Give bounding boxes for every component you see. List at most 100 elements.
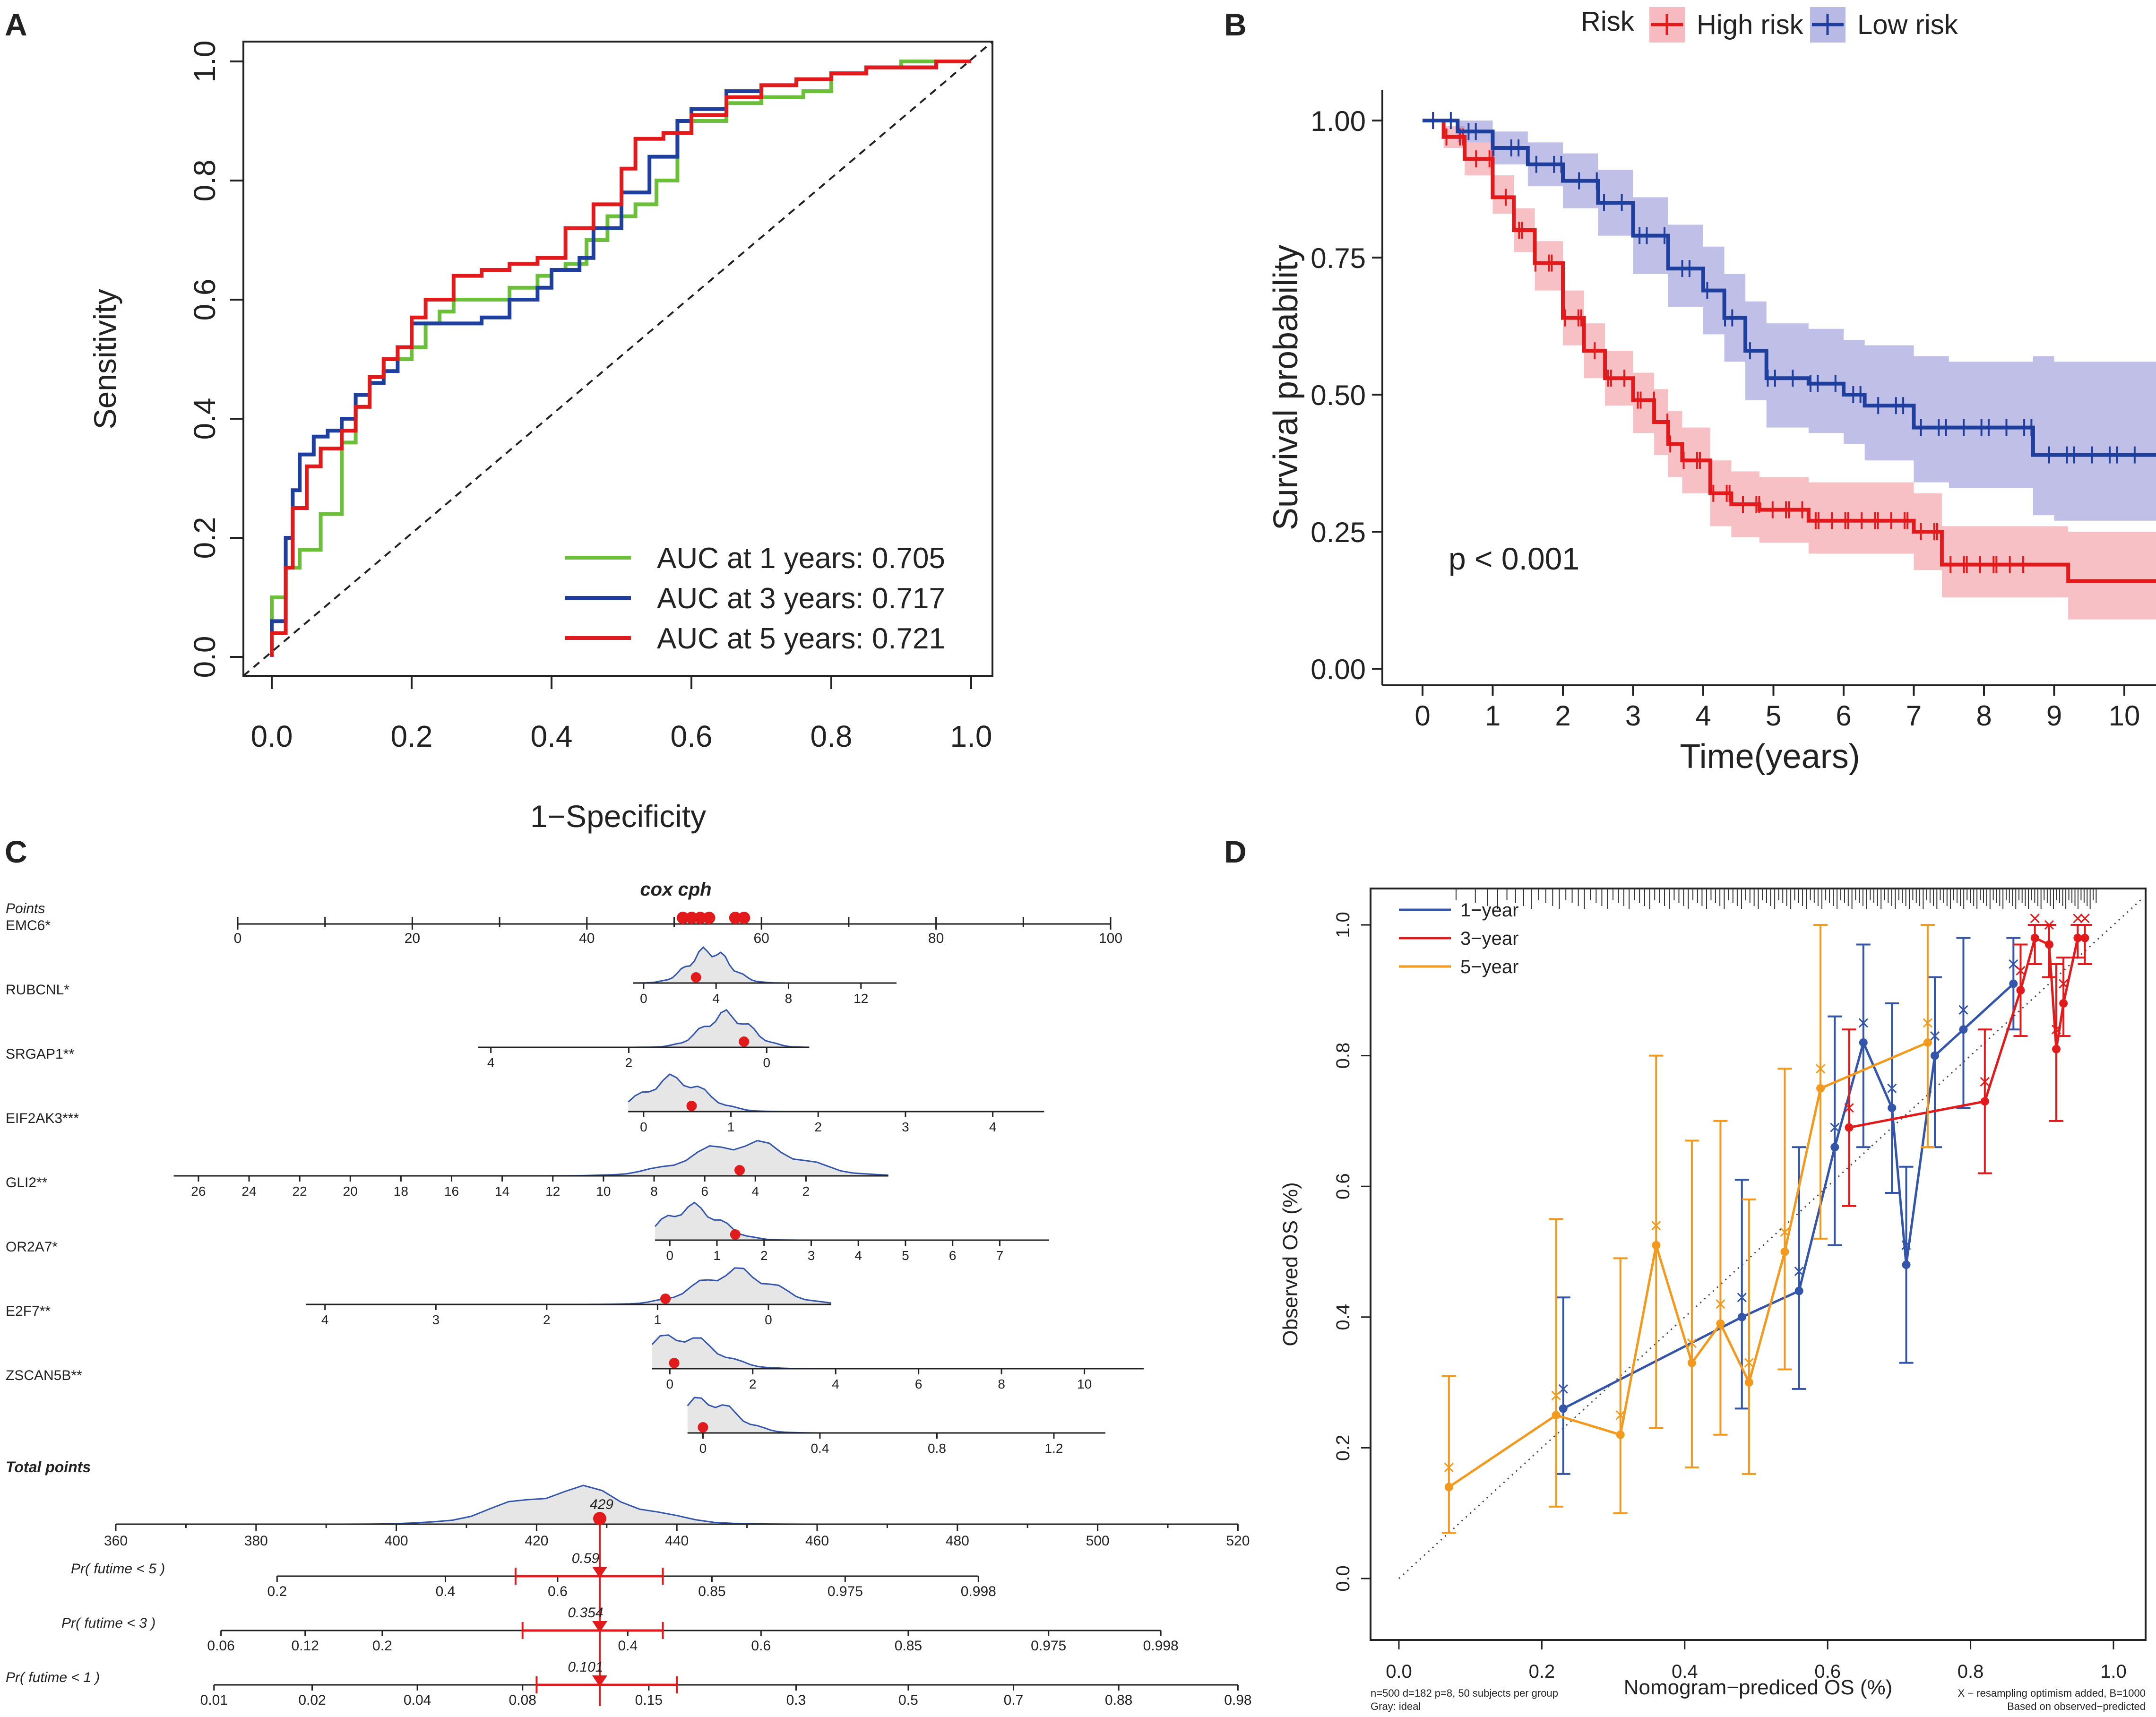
points-tick-label: 0	[234, 931, 242, 946]
bias-corrected-x	[2073, 914, 2083, 923]
variable-tick-label: 26	[191, 1184, 206, 1199]
variable-tick-label: 3	[432, 1312, 440, 1327]
calibration-chart: 0.0 0.2 0.4 0.6 0.8 1.0 0.0 0.2 0.4 0.6 0.8 1.0 Nomo…	[1279, 888, 2147, 1712]
calibration-line-0	[1562, 983, 2014, 1410]
variable-density-line	[633, 946, 897, 984]
x-tick-label: 0.2	[391, 719, 433, 753]
variable-tick-label: 1.2	[1044, 1441, 1063, 1456]
calibration-point	[1845, 1123, 1854, 1132]
variable-value-marker	[698, 1422, 708, 1432]
variable-tick-label: 1	[727, 1120, 735, 1134]
probability-tick-label: 0.85	[895, 1638, 922, 1654]
y-tick-label: 0.4	[1333, 1304, 1354, 1330]
probability-scale-label: Pr( futime < 3 )	[61, 1615, 155, 1631]
roc-line-2	[270, 60, 971, 657]
variable-tick-label: 0.4	[811, 1441, 829, 1456]
probability-tick-label: 0.3	[786, 1692, 806, 1708]
bias-corrected-x	[1794, 1266, 1804, 1277]
variable-tick-label: 10	[1077, 1377, 1092, 1391]
bias-corrected-x	[1830, 1122, 1840, 1132]
x-tick-label: 1	[1485, 700, 1501, 732]
probability-marker	[592, 1675, 607, 1687]
x-tick-label: 7	[1906, 700, 1922, 732]
variable-tick-label: 16	[444, 1184, 459, 1199]
variable-tick-label: 12	[545, 1184, 560, 1199]
variable-tick-label: 0	[765, 1312, 772, 1327]
bias-corrected-x	[1887, 1083, 1897, 1093]
variable-tick-label: 0	[699, 1441, 707, 1456]
patient-point-marker	[729, 912, 742, 924]
probability-tick-label: 0.85	[698, 1584, 725, 1599]
footnote: Gray: ideal	[1371, 1700, 1421, 1712]
km-chart: 0 1 2 3 4 5 6 7 8 9 10 0.00 0.25 0.50 0.75 1.00 Time(yea…	[1267, 6, 2156, 776]
total-points-tick-label: 460	[805, 1533, 829, 1549]
x-tick-label: 0.4	[1672, 1661, 1698, 1682]
variable-tick-label: 2	[625, 1055, 633, 1070]
total-points-marker	[593, 1512, 606, 1525]
variable-tick-label: 8	[998, 1377, 1005, 1391]
variable-tick-label: 24	[241, 1184, 256, 1199]
x-tick-label: 0.6	[671, 719, 713, 753]
probability-tick-label: 0.6	[751, 1638, 771, 1654]
x-tick-label: 0.4	[531, 719, 573, 753]
x-tick-label: 1.0	[2100, 1661, 2127, 1682]
variable-tick-label: 4	[854, 1248, 862, 1263]
variable-density-fill	[173, 1140, 888, 1176]
variable-tick-label: 4	[832, 1377, 839, 1391]
bias-corrected-x	[1551, 1390, 1561, 1400]
variable-tick-label: 7	[996, 1248, 1004, 1263]
total-points-tick-label: 440	[665, 1533, 689, 1549]
variable-tick-label: 0	[640, 1120, 647, 1134]
y-tick-label: 0.8	[1333, 1043, 1354, 1069]
x-tick-label: 8	[1976, 700, 1992, 732]
y-tick-label: 0.25	[1311, 517, 1366, 548]
panel-label-b: B	[1224, 7, 1247, 42]
variable-label: ZSCAN5B**	[6, 1368, 82, 1383]
x-tick-label: 6	[1836, 700, 1851, 732]
legend-label: 1−year	[1460, 900, 1518, 921]
x-tick-label: 9	[2046, 700, 2062, 732]
variable-label: EMC6*	[6, 918, 51, 933]
variable-tick-label: 2	[749, 1377, 757, 1391]
variable-label: E2F7**	[6, 1303, 51, 1319]
variable-label: GLI2**	[6, 1175, 48, 1191]
probability-tick-label: 0.08	[509, 1692, 536, 1708]
x-tick-label: 0.6	[1814, 1661, 1841, 1682]
total-density-fill	[116, 1485, 1238, 1524]
points-tick-label: 40	[579, 931, 595, 946]
variable-tick-label: 2	[814, 1120, 822, 1134]
probability-estimate: 0.59	[572, 1551, 600, 1566]
points-label: Points	[6, 901, 45, 916]
probability-tick-label: 0.975	[828, 1584, 863, 1599]
total-points-value: 429	[590, 1497, 613, 1512]
variable-tick-label: 4	[989, 1120, 997, 1134]
legend-label: Low risk	[1857, 9, 1958, 40]
probability-scale-label: Pr( futime < 5 )	[71, 1561, 165, 1577]
bias-corrected-x	[1687, 1338, 1697, 1348]
patient-point-marker	[685, 912, 698, 924]
points-tick-label: 20	[405, 931, 420, 946]
variable-tick-label: 10	[596, 1184, 611, 1199]
variable-density-fill	[478, 1009, 810, 1047]
variable-tick-label: 1	[654, 1312, 662, 1327]
bias-corrected-x	[1923, 1018, 1932, 1028]
bias-corrected-x	[1444, 1462, 1454, 1472]
points-tick-label: 60	[754, 931, 769, 946]
points-tick-label: 100	[1099, 931, 1122, 946]
probability-tick-label: 0.998	[1143, 1638, 1179, 1654]
variable-density-fill	[306, 1268, 831, 1304]
y-tick-label: 0.50	[1311, 380, 1366, 411]
variable-tick-label: 2	[802, 1184, 810, 1199]
legend-label: AUC at 1 years: 0.705	[657, 542, 945, 575]
probability-tick-label: 0.06	[207, 1638, 234, 1654]
variable-tick-label: 2	[543, 1312, 551, 1327]
variable-tick-label: 3	[902, 1120, 909, 1134]
variable-tick-label: 0.8	[928, 1441, 946, 1456]
bias-corrected-x	[2016, 966, 2026, 975]
x-axis-label: Nomogram−prediced OS (%)	[1624, 1676, 1893, 1699]
x-tick-label: 0	[1414, 700, 1430, 732]
y-tick-label: 0.6	[1333, 1173, 1354, 1199]
probability-marker	[592, 1621, 607, 1632]
total-points-tick-label: 480	[946, 1533, 969, 1549]
